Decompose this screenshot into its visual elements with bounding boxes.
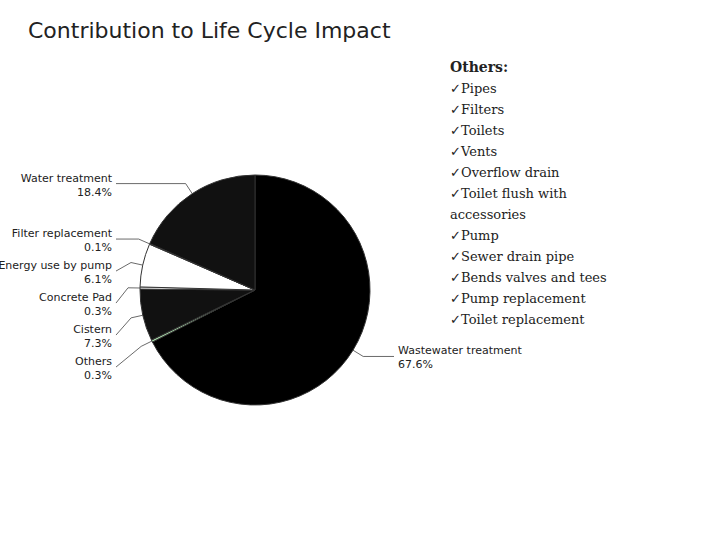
annotation-item: ✓Toilet replacement: [450, 312, 585, 327]
annotation-title: Others:: [450, 59, 508, 75]
annotations: Others: ✓Pipes ✓Filters ✓Toilets ✓Vents ✓Over…: [450, 59, 607, 327]
pie: [140, 175, 370, 405]
data-label: 0.3%: [84, 369, 112, 382]
annotation-item: ✓Filters: [450, 102, 504, 117]
data-label: 7.3%: [84, 337, 112, 350]
annotation-item: ✓Toilet flush with: [450, 186, 568, 201]
slice-label: Cistern: [73, 323, 112, 336]
leader-line: [116, 184, 192, 194]
leader-line: [116, 288, 140, 303]
data-label: 0.1%: [84, 241, 112, 254]
leader-line: [116, 341, 152, 367]
data-label: 0.3%: [84, 305, 112, 318]
data-label: 67.6%: [398, 358, 433, 371]
leader-line: [116, 263, 143, 272]
data-label: 18.4%: [77, 186, 112, 199]
annotation-item: accessories: [450, 207, 526, 222]
annotation-item: ✓Pipes: [450, 81, 497, 96]
leader-line: [116, 315, 143, 335]
slice-label: Concrete Pad: [39, 291, 112, 304]
slice-label: Others: [75, 355, 112, 368]
chart: Contribution to Life Cycle Impact Wastewa…: [0, 0, 720, 540]
slice-label: Wastewater treatment: [398, 344, 522, 357]
slice: [140, 289, 255, 340]
title: Contribution to Life Cycle Impact: [28, 18, 391, 43]
annotation-item: ✓Pump: [450, 228, 499, 243]
annotation-item: ✓Overflow drain: [450, 165, 560, 180]
annotation-item: ✓Sewer drain pipe: [450, 249, 575, 264]
leader-line: [116, 239, 150, 244]
slice-label: Water treatment: [21, 172, 113, 185]
annotation-item: ✓Toilets: [450, 123, 504, 138]
slice-label: Energy use by pump: [0, 259, 112, 272]
slice-label: Filter replacement: [12, 227, 113, 240]
annotation-item: ✓Pump replacement: [450, 291, 586, 306]
slice: [150, 175, 255, 290]
annotation-item: ✓Bends valves and tees: [450, 270, 607, 285]
data-label: 6.1%: [84, 273, 112, 286]
annotation-item: ✓Vents: [450, 144, 497, 159]
labels: Wastewater treatment67.6%Others0.3%Ciste…: [0, 172, 522, 382]
leader-line: [353, 350, 394, 356]
